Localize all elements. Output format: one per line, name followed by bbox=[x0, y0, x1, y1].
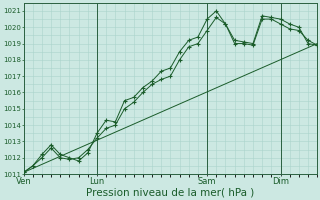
X-axis label: Pression niveau de la mer( hPa ): Pression niveau de la mer( hPa ) bbox=[86, 187, 254, 197]
